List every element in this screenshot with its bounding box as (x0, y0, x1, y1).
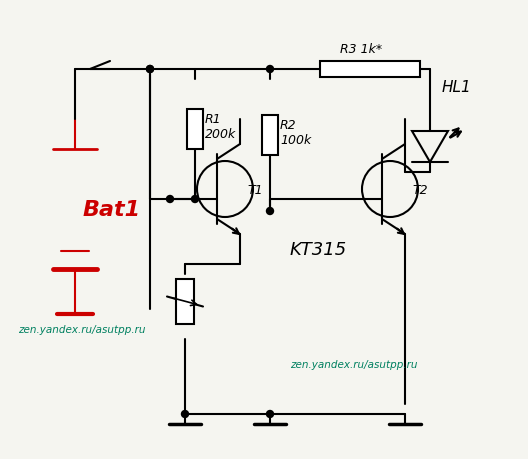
Bar (262, 116, 278, 156)
Text: KT315: KT315 (290, 241, 347, 258)
Text: T1: T1 (247, 183, 262, 196)
Bar (320, 62, 420, 78)
Text: HL1: HL1 (442, 80, 472, 95)
Text: zen.yandex.ru/asutpp.ru: zen.yandex.ru/asutpp.ru (290, 359, 418, 369)
Circle shape (192, 196, 199, 203)
Circle shape (146, 67, 154, 73)
Text: T2: T2 (412, 183, 428, 196)
Circle shape (146, 67, 154, 73)
Circle shape (267, 208, 274, 215)
Circle shape (267, 411, 274, 418)
Text: zen.yandex.ru/asutpp.ru: zen.yandex.ru/asutpp.ru (18, 325, 146, 334)
Text: R1
200k: R1 200k (205, 113, 236, 141)
Text: Bat1: Bat1 (83, 200, 141, 219)
Bar (176, 280, 194, 325)
Text: R3 1k*: R3 1k* (340, 43, 382, 56)
Text: R2
100k: R2 100k (280, 119, 311, 147)
Bar (187, 110, 203, 150)
Circle shape (267, 67, 274, 73)
Circle shape (182, 411, 188, 418)
Circle shape (166, 196, 174, 203)
